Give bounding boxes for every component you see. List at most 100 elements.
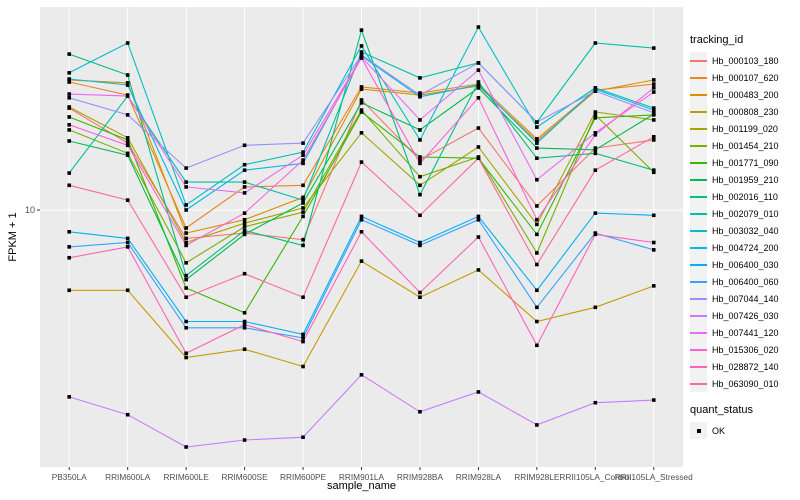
legend-entry-label: Hb_001454_210 xyxy=(712,140,779,151)
quant-ok-label: OK xyxy=(712,425,726,436)
legend-entries: Hb_000103_180 Hb_000107_620 Hb_000483_200 H… xyxy=(690,52,798,392)
x-tick-label: RRIM600LE xyxy=(164,472,210,482)
legend-key-line-icon xyxy=(690,52,707,69)
data-point xyxy=(535,217,539,222)
legend-entry: Hb_000808_230 xyxy=(690,103,798,120)
data-point xyxy=(593,89,598,93)
legend-entry-label: Hb_000808_230 xyxy=(712,106,779,117)
data-point xyxy=(476,126,481,130)
data-point xyxy=(476,83,481,87)
legend-key-line-icon xyxy=(690,137,707,154)
data-point xyxy=(476,214,481,219)
data-point xyxy=(359,50,364,54)
legend-entry: Hb_015306_020 xyxy=(690,341,798,358)
data-point xyxy=(301,150,305,154)
data-point xyxy=(593,132,598,137)
data-point xyxy=(593,168,598,172)
x-tick-label: RRIM928BA xyxy=(397,472,444,482)
data-point xyxy=(359,259,364,263)
data-point xyxy=(67,92,72,96)
legend-entry-label: Hb_001959_210 xyxy=(712,174,779,185)
data-point xyxy=(184,351,188,356)
data-point xyxy=(476,61,481,65)
data-point xyxy=(418,76,422,80)
data-point xyxy=(418,213,422,218)
data-point xyxy=(67,80,72,84)
data-point xyxy=(301,183,305,188)
data-point xyxy=(593,116,598,120)
legend-entry-label: Hb_007044_140 xyxy=(712,293,779,304)
data-point xyxy=(418,128,422,132)
data-point xyxy=(535,305,539,310)
data-point xyxy=(301,198,305,202)
legend-entry: Hb_001199_020 xyxy=(690,120,798,137)
data-point xyxy=(125,81,130,85)
data-point xyxy=(651,108,656,112)
data-point xyxy=(593,232,598,237)
data-point xyxy=(476,156,481,161)
legend-entry-label: Hb_006400_030 xyxy=(712,259,779,270)
data-point xyxy=(301,364,305,369)
data-point xyxy=(67,71,72,75)
data-point xyxy=(418,138,422,142)
data-point xyxy=(184,286,188,290)
data-point xyxy=(651,90,656,94)
data-point xyxy=(242,228,247,233)
legend-key-line-icon xyxy=(690,324,707,341)
data-point xyxy=(184,231,188,235)
data-point xyxy=(301,336,305,340)
x-tick-label: RRIM600PE xyxy=(280,472,327,482)
data-point xyxy=(359,98,364,102)
data-point xyxy=(242,322,247,327)
legend-entry-label: Hb_002079_010 xyxy=(712,208,779,219)
data-point xyxy=(242,191,247,195)
data-point xyxy=(184,295,188,300)
legend-key-line-icon xyxy=(690,358,707,375)
data-point xyxy=(125,288,130,293)
data-point xyxy=(476,96,481,100)
legend-entry-label: Hb_015306_020 xyxy=(712,344,779,355)
legend-key-line-icon xyxy=(690,307,707,324)
data-point xyxy=(651,213,656,218)
data-point xyxy=(125,240,130,245)
data-point xyxy=(535,177,539,182)
data-point xyxy=(651,111,656,115)
data-point xyxy=(125,94,130,98)
data-point xyxy=(301,206,305,210)
data-point xyxy=(125,136,130,140)
data-point xyxy=(476,217,481,222)
legend-entry-label: Hb_006400_060 xyxy=(712,276,779,287)
data-point xyxy=(301,295,305,300)
data-point xyxy=(301,195,305,200)
data-point xyxy=(593,211,598,215)
data-point xyxy=(476,390,481,394)
data-point xyxy=(184,261,188,265)
data-point xyxy=(535,262,539,267)
x-tick-label: RRII105LA_Control xyxy=(559,472,631,482)
data-point xyxy=(651,106,656,110)
quant-ok-key-square-icon xyxy=(690,422,707,439)
data-point xyxy=(535,146,539,150)
data-point xyxy=(593,131,598,135)
data-point xyxy=(651,248,656,252)
legend-entry-label: Hb_000103_180 xyxy=(712,55,779,66)
legend-entry-label: Hb_063090_010 xyxy=(712,378,779,389)
data-point xyxy=(301,243,305,248)
legend-entry: Hb_006400_030 xyxy=(690,256,798,273)
data-point xyxy=(535,251,539,255)
x-tick-label: RRIM600SE xyxy=(222,472,269,482)
x-tick-label: RRIM928LA xyxy=(456,472,502,482)
legend-entry-label: Hb_007426_030 xyxy=(712,310,779,321)
legend-key-line-icon xyxy=(690,171,707,188)
data-point xyxy=(651,82,656,86)
legend-entry: Hb_003032_040 xyxy=(690,222,798,239)
data-point xyxy=(651,78,656,82)
data-point xyxy=(418,174,422,179)
data-point xyxy=(301,237,305,242)
data-point xyxy=(242,211,247,215)
data-point xyxy=(418,409,422,414)
legend-entry: Hb_063090_010 xyxy=(690,375,798,392)
data-point xyxy=(418,158,422,162)
legend-entry-quant-ok: OK xyxy=(690,422,798,439)
legend-key-line-icon xyxy=(690,375,707,392)
